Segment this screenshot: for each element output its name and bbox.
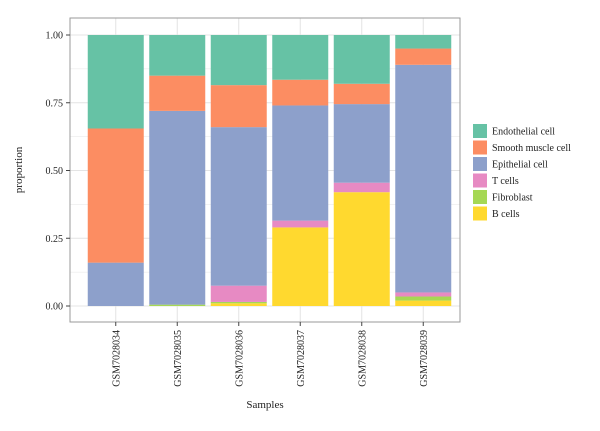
y-tick-label: 0.00 bbox=[46, 302, 64, 313]
legend-label: B cells bbox=[492, 209, 520, 220]
legend-label: Fibroblast bbox=[492, 193, 533, 204]
bar-segment-smooth-muscle-cell bbox=[333, 83, 390, 105]
x-tick-label: GSM7028039 bbox=[419, 330, 430, 387]
y-tick-label: 0.75 bbox=[46, 98, 64, 109]
x-tick-label: GSM7028037 bbox=[296, 330, 307, 387]
bar-segment-b-cells bbox=[210, 303, 267, 306]
bar-segment-endothelial-cell bbox=[333, 35, 390, 84]
x-tick-label: GSM7028034 bbox=[111, 330, 122, 387]
y-tick-label: 0.50 bbox=[46, 166, 64, 177]
legend-label: Endothelial cell bbox=[492, 127, 555, 138]
x-tick-label: GSM7028038 bbox=[357, 330, 368, 387]
bar-segment-epithelial-cell bbox=[149, 110, 206, 305]
bar-segment-t-cells bbox=[272, 220, 329, 228]
x-tick-label: GSM7028036 bbox=[234, 330, 245, 387]
bar-segment-epithelial-cell bbox=[395, 64, 452, 293]
legend-swatch bbox=[473, 157, 487, 171]
y-axis: 0.00 0.25 0.50 0.75 1.00 bbox=[46, 31, 70, 313]
bar-segment-fibroblast bbox=[210, 301, 267, 304]
bars-group bbox=[87, 35, 452, 306]
legend-label: T cells bbox=[492, 176, 519, 187]
bar-segment-endothelial-cell bbox=[272, 35, 329, 80]
legend-swatch bbox=[473, 124, 487, 138]
y-tick-label: 1.00 bbox=[46, 31, 64, 42]
bar-segment-endothelial-cell bbox=[395, 35, 452, 49]
bar-segment-smooth-muscle-cell bbox=[395, 48, 452, 65]
y-tick-label: 0.25 bbox=[46, 234, 64, 245]
bar-segment-fibroblast bbox=[395, 296, 452, 301]
bar-segment-epithelial-cell bbox=[87, 262, 144, 306]
bar-segment-b-cells bbox=[333, 192, 390, 306]
bar-segment-endothelial-cell bbox=[87, 35, 144, 129]
bar-segment-smooth-muscle-cell bbox=[210, 85, 267, 128]
bar-segment-endothelial-cell bbox=[210, 35, 267, 86]
bar-segment-b-cells bbox=[395, 300, 452, 306]
bar-segment-t-cells bbox=[210, 285, 267, 302]
bar-segment-t-cells bbox=[333, 182, 390, 193]
legend-swatch bbox=[473, 140, 487, 155]
legend-label: Smooth muscle cell bbox=[492, 143, 571, 154]
bar-segment-epithelial-cell bbox=[210, 127, 267, 286]
bar-segment-epithelial-cell bbox=[333, 104, 390, 183]
bar-segment-endothelial-cell bbox=[149, 35, 206, 76]
bar-segment-smooth-muscle-cell bbox=[87, 128, 144, 263]
legend-swatch bbox=[473, 190, 487, 204]
bar-segment-fibroblast bbox=[149, 304, 206, 306]
bar-segment-t-cells bbox=[395, 292, 452, 297]
legend: Endothelial cell Smooth muscle cell Epithe… bbox=[473, 124, 571, 221]
y-axis-title: proportion bbox=[13, 146, 25, 193]
bar-segment-smooth-muscle-cell bbox=[272, 79, 329, 106]
legend-swatch bbox=[473, 173, 487, 188]
bar-segment-smooth-muscle-cell bbox=[149, 75, 206, 111]
x-tick-label: GSM7028035 bbox=[173, 330, 184, 387]
x-axis-title: Samples bbox=[246, 399, 283, 411]
legend-swatch bbox=[473, 206, 487, 221]
bar-segment-epithelial-cell bbox=[272, 105, 329, 221]
x-axis: GSM7028034 GSM7028035 GSM7028036 GSM7028037… bbox=[111, 322, 430, 387]
bar-segment-b-cells bbox=[272, 227, 329, 306]
legend-label: Epithelial cell bbox=[492, 160, 548, 171]
